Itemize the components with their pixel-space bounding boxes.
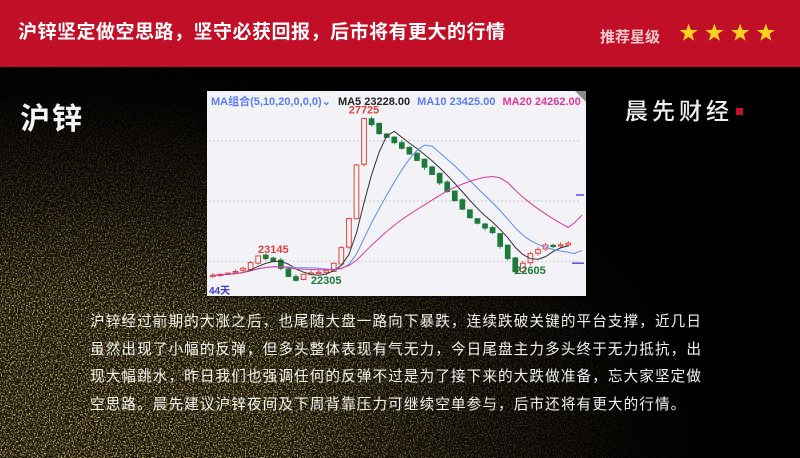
- svg-text:23145: 23145: [258, 244, 289, 256]
- svg-text:44天: 44天: [209, 285, 230, 296]
- svg-text:22305: 22305: [311, 275, 342, 287]
- svg-text:22605: 22605: [515, 265, 546, 277]
